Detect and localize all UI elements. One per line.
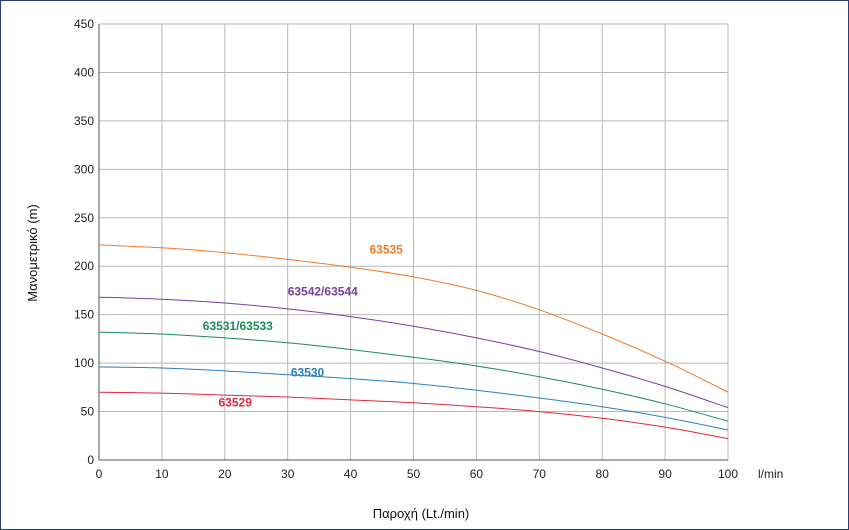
x-tick-label: 50	[407, 467, 421, 481]
series-label: 63542/63544	[288, 284, 358, 298]
y-tick-label: 100	[74, 356, 94, 370]
x-tick-label: 20	[218, 467, 232, 481]
series-label: 63529	[219, 396, 253, 410]
axes	[98, 24, 728, 461]
x-axis-title: Παροχή (Lt./min)	[373, 506, 470, 521]
y-tick-labels: 0 50 100 150 200 250 300 350 400 450	[74, 17, 94, 467]
series-line-63542-63544	[98, 296, 729, 409]
x-tick-label: 90	[658, 467, 672, 481]
series-label: 63531/63533	[203, 319, 273, 333]
series-label: 63530	[291, 366, 325, 380]
series-line-63531-63533	[98, 331, 729, 422]
x-tick-label: 80	[596, 467, 610, 481]
grid	[99, 23, 729, 460]
x-tick-label: 100	[718, 467, 738, 481]
x-unit-label: l/min	[758, 467, 783, 481]
x-tick-label: 30	[281, 467, 295, 481]
x-tick-label: 10	[155, 467, 169, 481]
y-tick-label: 150	[74, 308, 94, 322]
y-tick-label: 300	[74, 162, 94, 176]
y-tick-label: 450	[74, 17, 94, 31]
x-tick-label: 60	[470, 467, 484, 481]
y-tick-label: 200	[74, 259, 94, 273]
y-tick-label: 0	[87, 453, 94, 467]
series-curves	[98, 244, 729, 440]
y-tick-label: 400	[74, 65, 94, 79]
x-tick-label: 0	[96, 467, 103, 481]
x-tick-labels: 0 10 20 30 40 50 60 70 80 90 100	[96, 467, 739, 481]
series-line-63530	[98, 366, 729, 431]
y-axis-title: Μανομετρικό (m)	[25, 204, 40, 301]
series-labels: 63535 63542/63544 63531/63533 63530 63529	[203, 243, 403, 410]
y-tick-label: 250	[74, 211, 94, 225]
series-line-63535	[98, 244, 729, 393]
series-label: 63535	[369, 243, 403, 257]
x-tick-label: 70	[533, 467, 547, 481]
x-tick-label: 40	[344, 467, 358, 481]
y-tick-label: 50	[81, 405, 95, 419]
series-line-63529	[98, 391, 729, 440]
y-tick-label: 350	[74, 114, 94, 128]
